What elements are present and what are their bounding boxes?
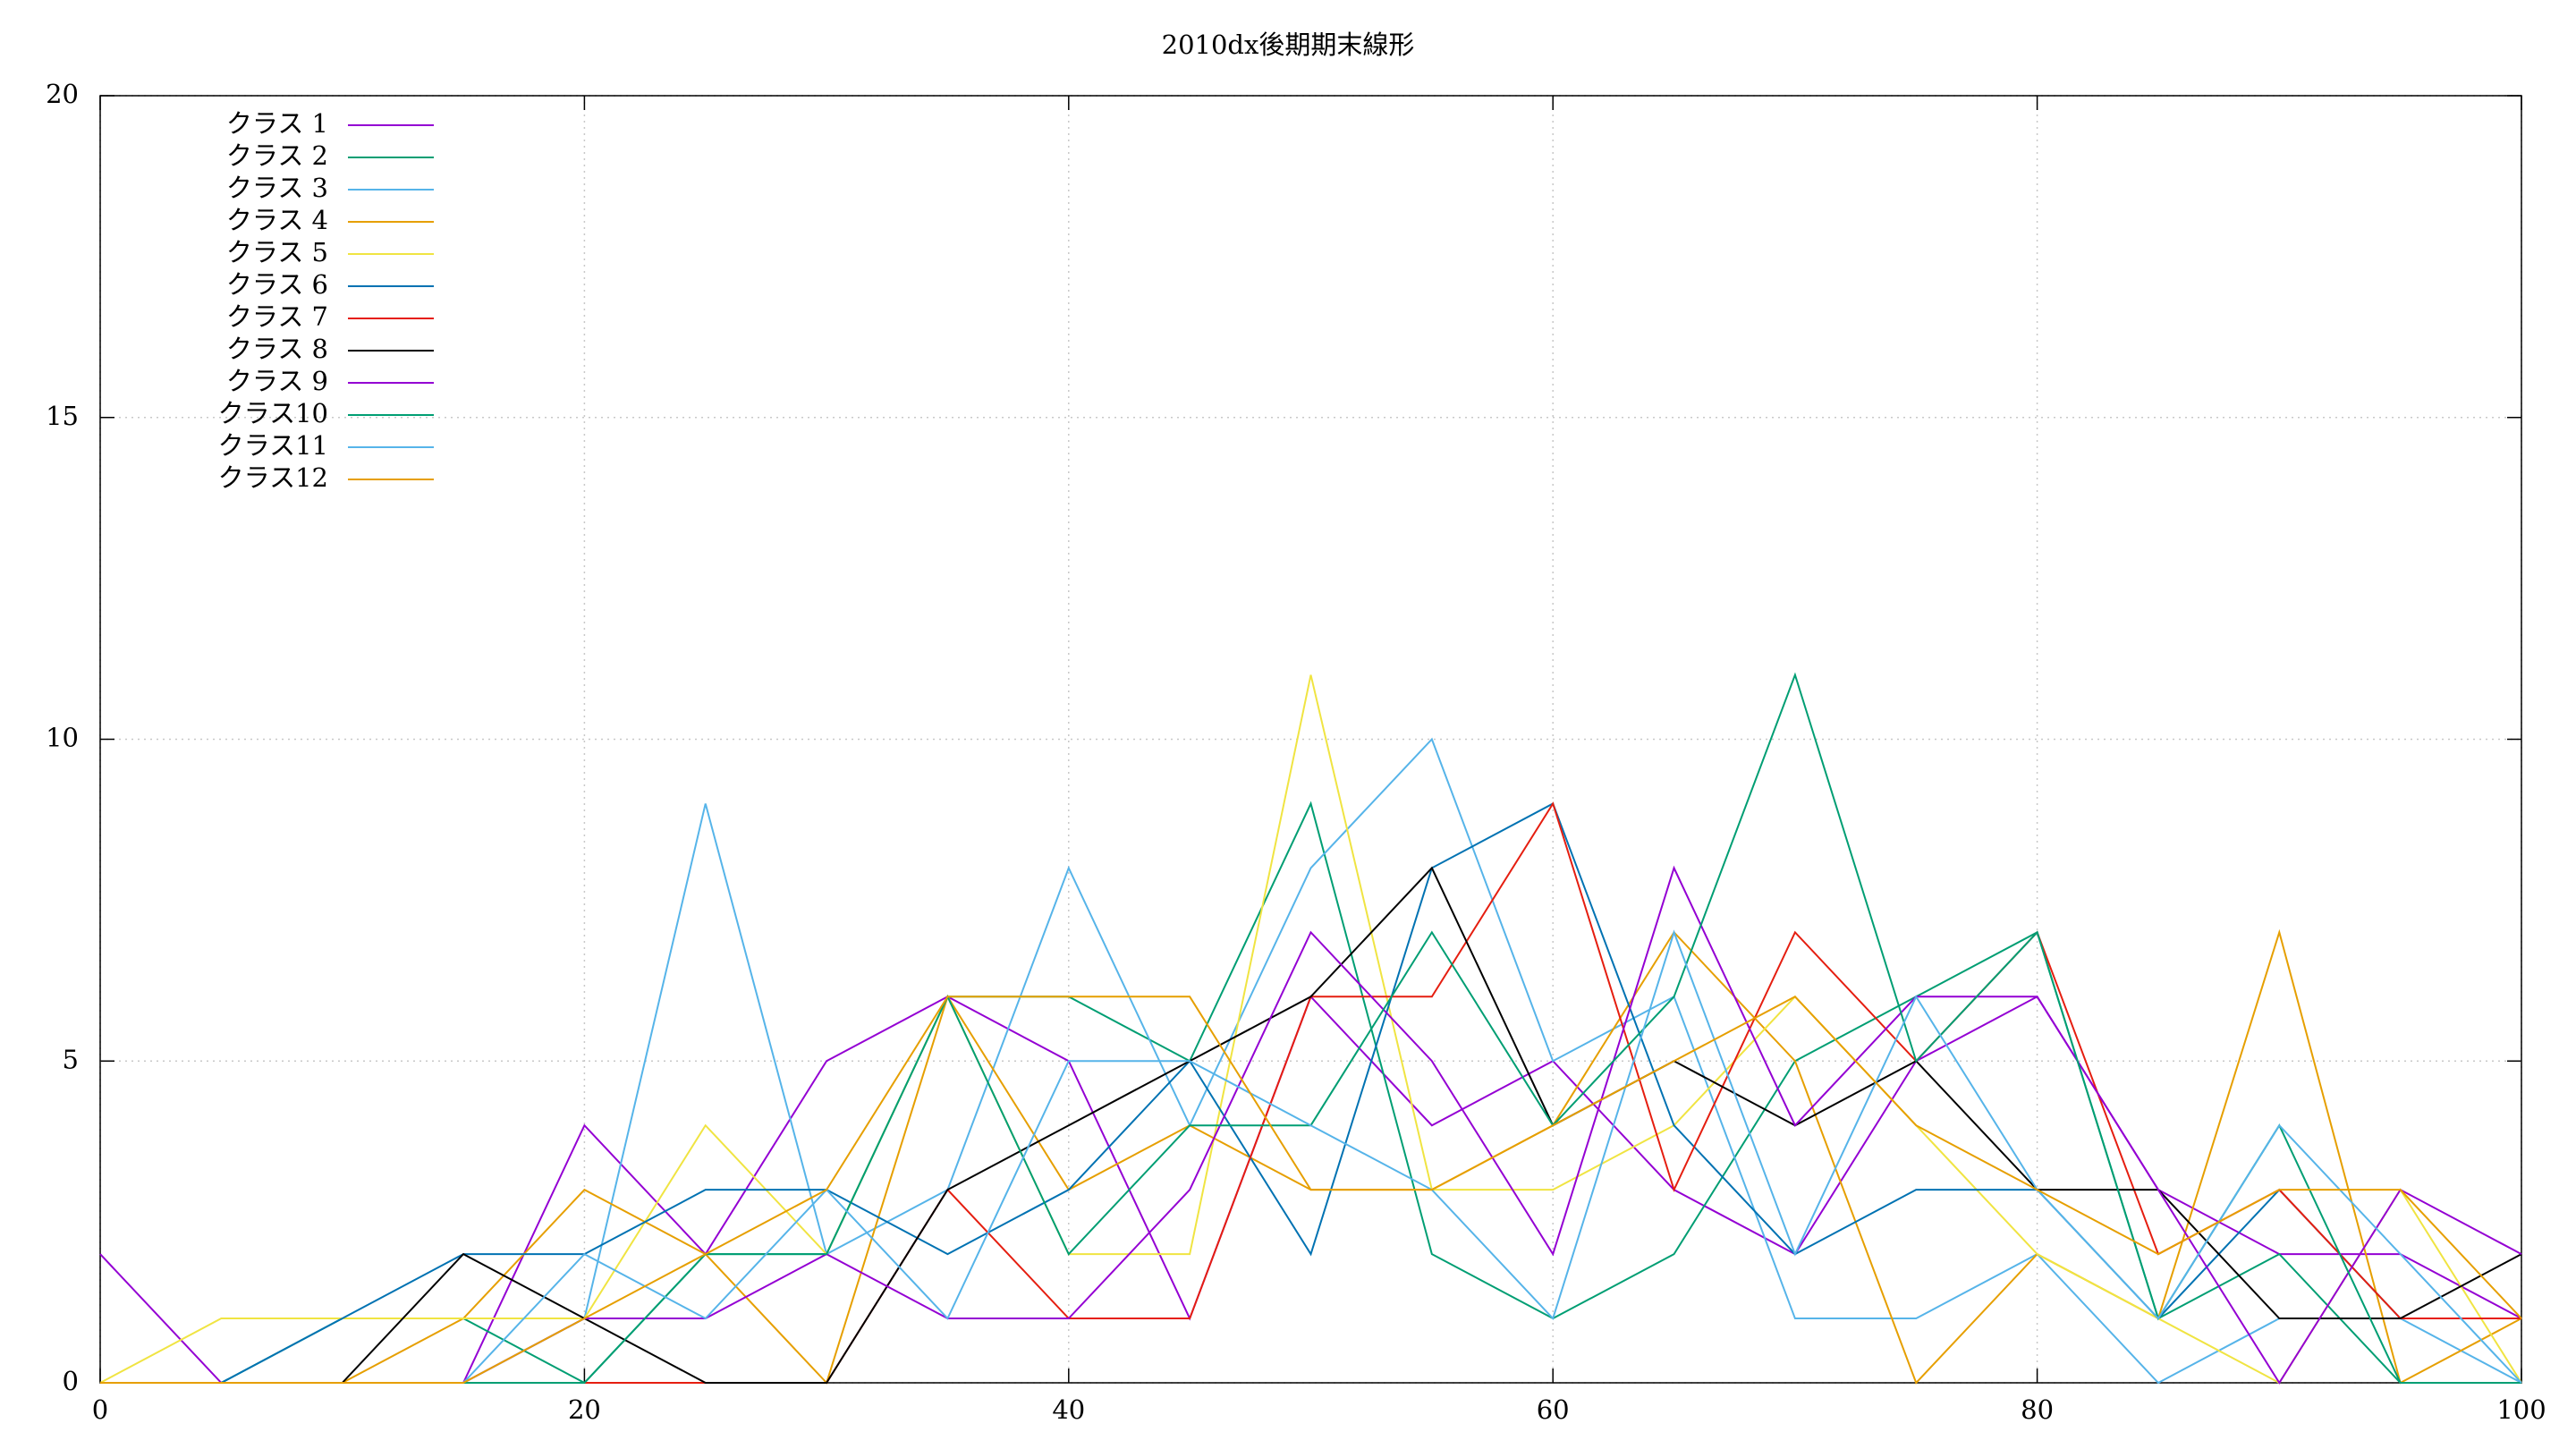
- y-tick-label: 15: [46, 401, 79, 431]
- legend-label: クラス12: [218, 462, 328, 493]
- series-line: [100, 801, 2521, 1385]
- legend-label: クラス 6: [226, 269, 328, 300]
- y-tick-label: 5: [63, 1044, 79, 1074]
- series-line: [99, 674, 2522, 1385]
- y-tick-label: 10: [46, 723, 79, 753]
- legend-label: クラス11: [218, 430, 328, 461]
- series-line: [100, 929, 2522, 1384]
- x-tick-label: 80: [2021, 1394, 2054, 1425]
- x-tick-label: 20: [568, 1394, 601, 1425]
- series-line: [100, 996, 2522, 1384]
- series-line: [100, 928, 2522, 1385]
- legend-label: クラス 5: [226, 237, 328, 267]
- series-line: [100, 802, 2521, 1384]
- x-tick-label: 0: [92, 1394, 108, 1425]
- plot-frame: [99, 95, 2522, 1384]
- legend-label: クラス 4: [226, 205, 328, 235]
- legend-label: クラス 1: [226, 108, 328, 139]
- legend-label: クラス 3: [226, 173, 328, 203]
- x-tick-label: 40: [1052, 1394, 1085, 1425]
- chart-title: 2010dx後期期末線形: [1162, 30, 1415, 60]
- legend-label: クラス 2: [226, 140, 328, 171]
- legend-label: クラス 8: [226, 334, 328, 364]
- y-tick-label: 0: [63, 1366, 79, 1396]
- legend-label: クラス 7: [226, 301, 328, 332]
- x-tick-label: 100: [2496, 1394, 2546, 1425]
- legend-label: クラス 9: [226, 366, 328, 396]
- legend-label: クラス10: [218, 398, 328, 428]
- series-line: [100, 801, 2521, 1384]
- series-line: [100, 672, 2521, 1384]
- y-tick-label: 20: [46, 79, 79, 109]
- x-tick-label: 60: [1537, 1394, 1570, 1425]
